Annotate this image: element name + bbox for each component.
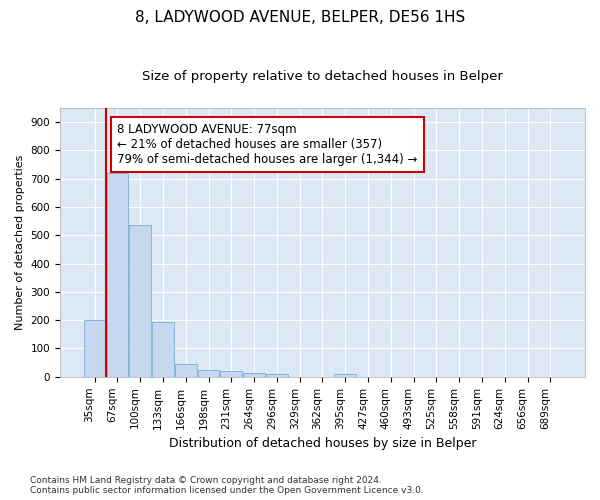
Bar — [220, 371, 242, 377]
Bar — [130, 226, 151, 377]
Bar — [175, 364, 197, 377]
Bar — [107, 173, 128, 377]
Title: Size of property relative to detached houses in Belper: Size of property relative to detached ho… — [142, 70, 503, 83]
Bar — [266, 374, 288, 377]
Bar — [197, 370, 220, 377]
Bar — [334, 374, 356, 377]
Text: Contains HM Land Registry data © Crown copyright and database right 2024.
Contai: Contains HM Land Registry data © Crown c… — [30, 476, 424, 495]
Bar — [243, 372, 265, 377]
Bar — [84, 320, 106, 377]
Text: 8, LADYWOOD AVENUE, BELPER, DE56 1HS: 8, LADYWOOD AVENUE, BELPER, DE56 1HS — [135, 10, 465, 25]
Bar — [152, 322, 174, 377]
Y-axis label: Number of detached properties: Number of detached properties — [15, 154, 25, 330]
X-axis label: Distribution of detached houses by size in Belper: Distribution of detached houses by size … — [169, 437, 476, 450]
Text: 8 LADYWOOD AVENUE: 77sqm
← 21% of detached houses are smaller (357)
79% of semi-: 8 LADYWOOD AVENUE: 77sqm ← 21% of detach… — [118, 124, 418, 166]
